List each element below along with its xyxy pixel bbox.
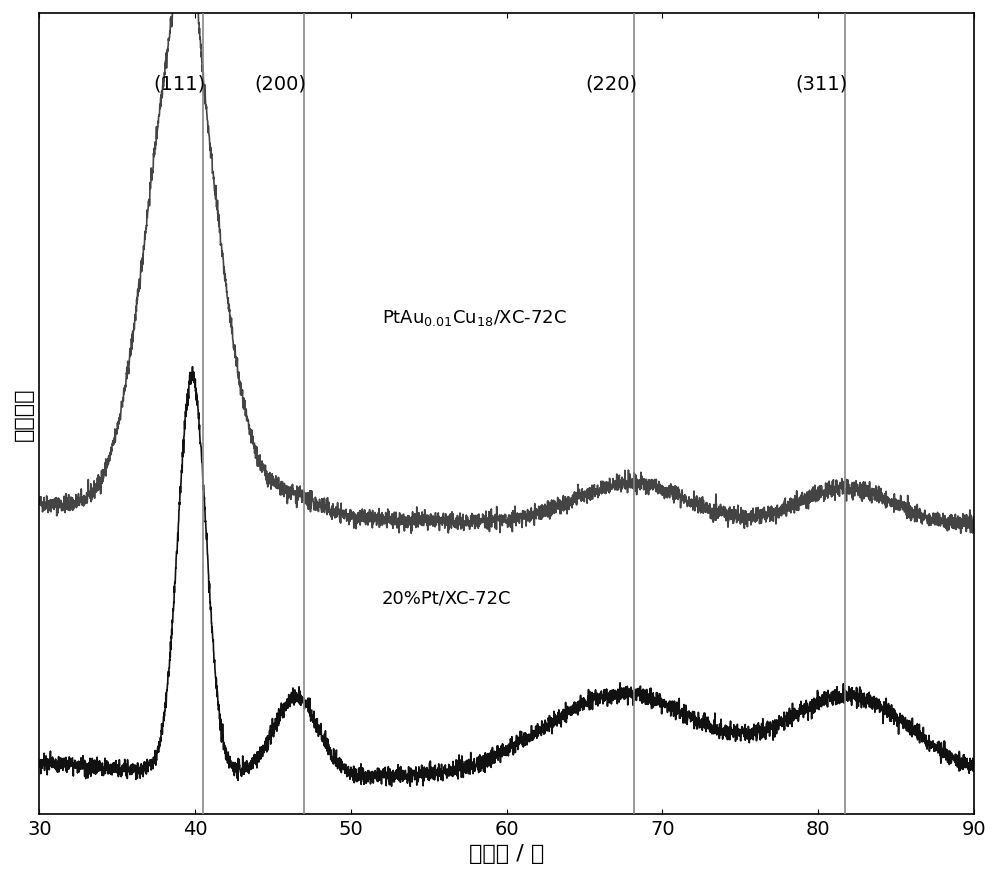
- Y-axis label: 衍射强度: 衍射强度: [14, 387, 34, 440]
- Text: PtAu$_{0.01}$Cu$_{18}$/XC-72C: PtAu$_{0.01}$Cu$_{18}$/XC-72C: [382, 308, 567, 328]
- Text: (200): (200): [255, 75, 307, 94]
- Text: (111): (111): [153, 75, 206, 94]
- Text: (311): (311): [795, 75, 847, 94]
- Text: 20%Pt/XC-72C: 20%Pt/XC-72C: [382, 588, 512, 607]
- Text: (220): (220): [585, 75, 637, 94]
- X-axis label: 衍射角 / 度: 衍射角 / 度: [469, 843, 544, 863]
